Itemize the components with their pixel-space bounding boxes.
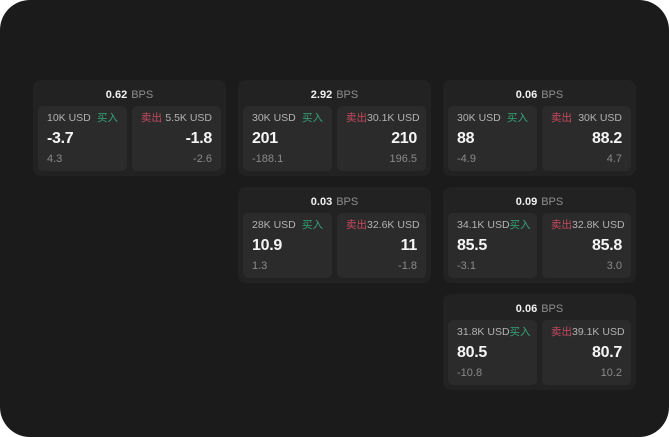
card-header: 0.06 BPS — [448, 299, 631, 320]
buy-price: 80.5 — [457, 343, 487, 361]
sell-quote-panel[interactable]: 卖出 32.8K USD 85.8 3.0 — [542, 213, 631, 278]
sell-side-label: 卖出 — [141, 112, 162, 124]
sell-delta: -2.6 — [193, 152, 212, 165]
buy-side-label: 买入 — [302, 112, 323, 124]
spread-cards-grid: 0.62 BPS 10K USD 买入 -3.7 4.3 卖出 5.5K USD… — [33, 80, 636, 390]
sell-price: -1.8 — [185, 129, 213, 147]
buy-quote-panel[interactable]: 31.8K USD 买入 80.5 -10.8 — [448, 320, 537, 385]
buy-side-label: 买入 — [302, 219, 323, 231]
sell-quote-panel[interactable]: 卖出 32.6K USD 11 -1.8 — [337, 213, 426, 278]
spread-card[interactable]: 0.62 BPS 10K USD 买入 -3.7 4.3 卖出 5.5K USD… — [33, 80, 226, 176]
sell-quote-panel[interactable]: 卖出 30K USD 88.2 4.7 — [542, 106, 631, 171]
sell-delta: 4.7 — [606, 152, 622, 165]
sell-quote-panel[interactable]: 卖出 5.5K USD -1.8 -2.6 — [132, 106, 221, 171]
sell-amount: 32.8K USD — [572, 219, 625, 231]
buy-delta: 4.3 — [47, 152, 63, 165]
sell-amount: 30K USD — [578, 112, 622, 124]
buy-side-label: 买入 — [97, 112, 118, 124]
buy-price: 10.9 — [252, 236, 282, 254]
spread-card[interactable]: 0.06 BPS 31.8K USD 买入 80.5 -10.8 卖出 39.1… — [443, 294, 636, 390]
sell-amount: 30.1K USD — [367, 112, 420, 124]
buy-delta: -4.9 — [457, 152, 476, 165]
spread-card[interactable]: 0.03 BPS 28K USD 买入 10.9 1.3 卖出 32.6K US… — [238, 187, 431, 283]
bps-unit-label: BPS — [541, 303, 564, 315]
buy-price: -3.7 — [47, 129, 74, 147]
spread-card[interactable]: 2.92 BPS 30K USD 买入 201 -188.1 卖出 30.1K … — [238, 80, 431, 176]
sell-delta: 10.2 — [600, 366, 622, 379]
sell-delta: 3.0 — [606, 259, 622, 272]
quote-panels: 10K USD 买入 -3.7 4.3 卖出 5.5K USD -1.8 -2.… — [38, 106, 221, 171]
sell-amount: 5.5K USD — [165, 112, 212, 124]
sell-price: 85.8 — [592, 236, 622, 254]
sell-amount: 32.6K USD — [367, 219, 420, 231]
buy-quote-panel[interactable]: 30K USD 买入 201 -188.1 — [243, 106, 332, 171]
sell-side-label: 卖出 — [346, 112, 367, 124]
buy-delta: -188.1 — [252, 152, 284, 165]
sell-side-label: 卖出 — [551, 112, 572, 124]
buy-quote-panel[interactable]: 28K USD 买入 10.9 1.3 — [243, 213, 332, 278]
spread-card[interactable]: 0.06 BPS 30K USD 买入 88 -4.9 卖出 30K USD 8… — [443, 80, 636, 176]
bps-unit-label: BPS — [131, 89, 154, 101]
buy-delta: -3.1 — [457, 259, 476, 272]
sell-side-label: 卖出 — [551, 219, 572, 231]
buy-quote-panel[interactable]: 34.1K USD 买入 85.5 -3.1 — [448, 213, 537, 278]
buy-amount: 31.8K USD — [457, 326, 510, 338]
buy-side-label: 买入 — [509, 326, 531, 338]
sell-price: 210 — [391, 129, 417, 147]
sell-price: 88.2 — [592, 129, 622, 147]
quote-panels: 30K USD 买入 201 -188.1 卖出 30.1K USD 210 1… — [243, 106, 426, 171]
card-header: 0.62 BPS — [38, 85, 221, 106]
buy-price: 88 — [457, 129, 475, 147]
sell-side-label: 卖出 — [551, 326, 572, 338]
sell-amount: 39.1K USD — [572, 326, 625, 338]
card-header: 0.09 BPS — [448, 192, 631, 213]
buy-side-label: 买入 — [509, 219, 531, 231]
buy-side-label: 买入 — [507, 112, 528, 124]
bps-value: 0.03 — [310, 196, 333, 208]
buy-delta: -10.8 — [457, 366, 483, 379]
spread-card[interactable]: 0.09 BPS 34.1K USD 买入 85.5 -3.1 卖出 32.8K… — [443, 187, 636, 283]
bps-unit-label: BPS — [336, 196, 359, 208]
buy-price: 85.5 — [457, 236, 487, 254]
bps-value: 0.62 — [105, 89, 128, 101]
card-header: 0.06 BPS — [448, 85, 631, 106]
sell-price: 80.7 — [592, 343, 622, 361]
sell-delta: 196.5 — [389, 152, 417, 165]
bps-value: 0.06 — [515, 89, 538, 101]
sell-side-label: 卖出 — [346, 219, 367, 231]
buy-amount: 28K USD — [252, 219, 296, 231]
bps-value: 0.09 — [515, 196, 538, 208]
quote-panels: 30K USD 买入 88 -4.9 卖出 30K USD 88.2 4.7 — [448, 106, 631, 171]
quote-panels: 31.8K USD 买入 80.5 -10.8 卖出 39.1K USD 80.… — [448, 320, 631, 385]
sell-quote-panel[interactable]: 卖出 30.1K USD 210 196.5 — [337, 106, 426, 171]
sell-price: 11 — [400, 236, 418, 254]
buy-quote-panel[interactable]: 30K USD 买入 88 -4.9 — [448, 106, 537, 171]
sell-delta: -1.8 — [398, 259, 417, 272]
buy-amount: 34.1K USD — [457, 219, 510, 231]
bps-value: 0.06 — [515, 303, 538, 315]
buy-delta: 1.3 — [252, 259, 268, 272]
buy-amount: 30K USD — [457, 112, 501, 124]
buy-amount: 30K USD — [252, 112, 296, 124]
buy-price: 201 — [252, 129, 278, 147]
quote-panels: 28K USD 买入 10.9 1.3 卖出 32.6K USD 11 -1.8 — [243, 213, 426, 278]
buy-quote-panel[interactable]: 10K USD 买入 -3.7 4.3 — [38, 106, 127, 171]
bps-unit-label: BPS — [541, 196, 564, 208]
sell-quote-panel[interactable]: 卖出 39.1K USD 80.7 10.2 — [542, 320, 631, 385]
card-header: 2.92 BPS — [243, 85, 426, 106]
card-header: 0.03 BPS — [243, 192, 426, 213]
bps-unit-label: BPS — [541, 89, 564, 101]
quote-panels: 34.1K USD 买入 85.5 -3.1 卖出 32.8K USD 85.8… — [448, 213, 631, 278]
bps-value: 2.92 — [310, 89, 333, 101]
bps-unit-label: BPS — [336, 89, 359, 101]
buy-amount: 10K USD — [47, 112, 91, 124]
